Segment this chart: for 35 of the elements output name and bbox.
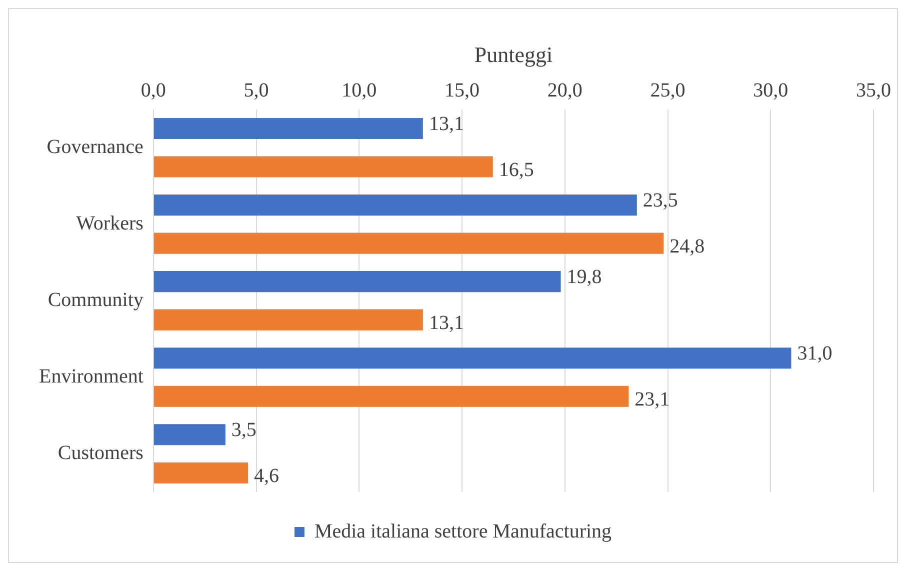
x-tick-label: 30,0 [753, 80, 788, 102]
x-tick-label: 25,0 [650, 80, 686, 102]
data-label: 19,8 [566, 266, 602, 288]
data-label: 23,1 [634, 388, 670, 411]
x-tick-label: 10,0 [342, 80, 377, 102]
bar [154, 156, 493, 178]
x-tick-label: 20,0 [547, 80, 582, 102]
bar [154, 424, 226, 446]
bar [154, 271, 561, 292]
y-tick-label: Governance [46, 136, 144, 158]
y-tick-label: Environment [38, 365, 144, 388]
bar [154, 118, 423, 140]
data-label: 24,8 [670, 236, 705, 258]
data-label: 23,5 [642, 189, 678, 212]
data-label: 13,1 [428, 312, 464, 334]
data-label: 13,1 [428, 112, 464, 135]
data-label: 3,5 [231, 418, 256, 441]
x-tick-label: 5,0 [244, 80, 269, 102]
bar [154, 232, 664, 254]
bar [154, 194, 637, 216]
bar [154, 462, 248, 484]
y-tick-label: Customers [58, 442, 144, 464]
y-tick-label: Workers [76, 212, 144, 234]
x-tick-label: 0,0 [140, 80, 166, 102]
bar [154, 386, 629, 407]
x-tick-label: 35,0 [856, 80, 891, 102]
data-label: 16,5 [498, 159, 534, 182]
x-axis-title: Punteggi [474, 42, 553, 67]
bar [154, 309, 423, 330]
data-label: 31,0 [797, 342, 832, 364]
y-tick-label: Community [48, 288, 144, 311]
legend-label: Media italiana settore Manufacturing [314, 520, 612, 542]
x-tick-label: 15,0 [444, 80, 480, 102]
data-label: 4,6 [254, 465, 280, 488]
bar [154, 348, 792, 369]
